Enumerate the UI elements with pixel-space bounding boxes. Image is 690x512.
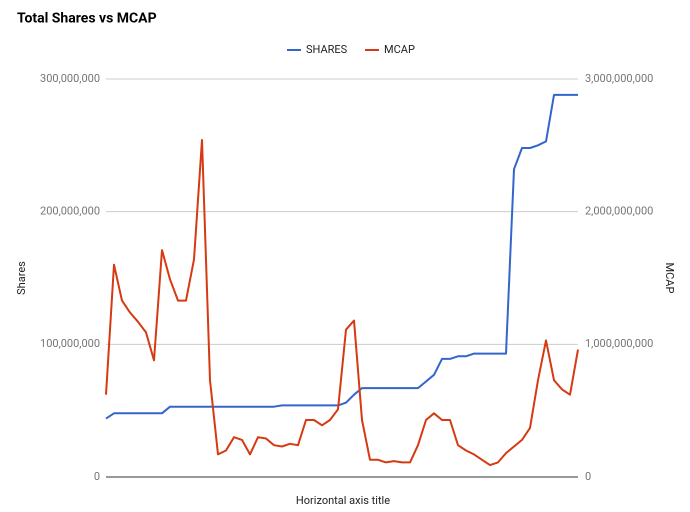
y-axis-title: Shares [15,261,28,295]
series-line [105,139,579,467]
y2-tick-label: 1,000,000,000 [585,337,653,350]
y-tick-label: 300,000,000 [40,72,100,85]
y2-tick-label: 0 [585,470,591,483]
y2-axis-title: MCAP [663,263,676,294]
legend-label: MCAP [384,43,415,56]
y2-tick-label: 2,000,000,000 [585,205,653,218]
y-tick-label: 0 [94,470,100,483]
y-tick-label: 200,000,000 [40,205,100,218]
y2-tick-label: 3,000,000,000 [585,72,653,85]
series-line [105,93,578,420]
chart-title: Total Shares vs MCAP [17,11,157,27]
x-axis-title: Horizontal axis title [296,494,390,507]
legend-label: SHARES [306,43,348,56]
y-tick-label: 100,000,000 [40,337,100,350]
